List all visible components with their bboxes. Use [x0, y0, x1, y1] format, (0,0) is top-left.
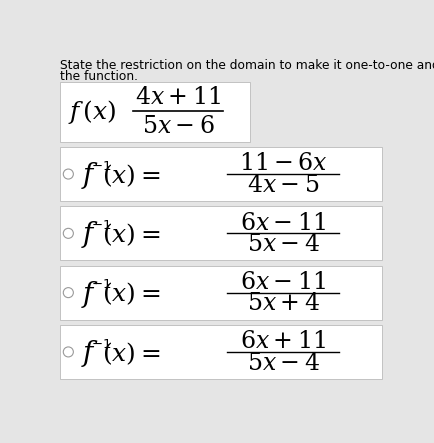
- Text: $4x - 5$: $4x - 5$: [246, 173, 319, 197]
- Text: $f$: $f$: [81, 160, 99, 191]
- Text: $11 - 6x$: $11 - 6x$: [238, 151, 327, 175]
- Text: $4x + 11$: $4x + 11$: [135, 85, 221, 109]
- Text: $6x + 11$: $6x + 11$: [240, 329, 325, 353]
- FancyBboxPatch shape: [59, 325, 381, 379]
- Circle shape: [63, 347, 73, 357]
- Text: the function.: the function.: [59, 70, 138, 83]
- Text: $(x) =$: $(x) =$: [102, 281, 160, 307]
- FancyBboxPatch shape: [59, 206, 381, 260]
- Text: $6x - 11$: $6x - 11$: [240, 270, 325, 294]
- Text: $-1$: $-1$: [91, 160, 111, 173]
- Text: $(x) =$: $(x) =$: [102, 162, 160, 189]
- Circle shape: [63, 169, 73, 179]
- Text: $5x - 4$: $5x - 4$: [246, 232, 319, 256]
- Text: $-1$: $-1$: [91, 338, 111, 351]
- Text: $f$: $f$: [81, 338, 99, 369]
- Text: $-1$: $-1$: [91, 219, 111, 232]
- Text: $6x - 11$: $6x - 11$: [240, 210, 325, 234]
- Text: $5x - 4$: $5x - 4$: [246, 351, 319, 375]
- Text: $(x) =$: $(x) =$: [102, 340, 160, 367]
- Circle shape: [63, 288, 73, 298]
- Text: $f$: $f$: [81, 219, 99, 250]
- Text: $-1$: $-1$: [91, 279, 111, 291]
- Text: $(x) =$: $(x) =$: [102, 222, 160, 248]
- FancyBboxPatch shape: [59, 147, 381, 201]
- Text: $5x - 6$: $5x - 6$: [141, 113, 214, 137]
- FancyBboxPatch shape: [59, 82, 249, 142]
- Text: State the restriction on the domain to make it one-to-one and the find the inver: State the restriction on the domain to m…: [59, 59, 434, 72]
- FancyBboxPatch shape: [59, 266, 381, 319]
- Text: $f\,(x)$: $f\,(x)$: [68, 97, 116, 126]
- Text: $5x + 4$: $5x + 4$: [246, 291, 319, 315]
- Circle shape: [63, 228, 73, 238]
- Text: $f$: $f$: [81, 279, 99, 310]
